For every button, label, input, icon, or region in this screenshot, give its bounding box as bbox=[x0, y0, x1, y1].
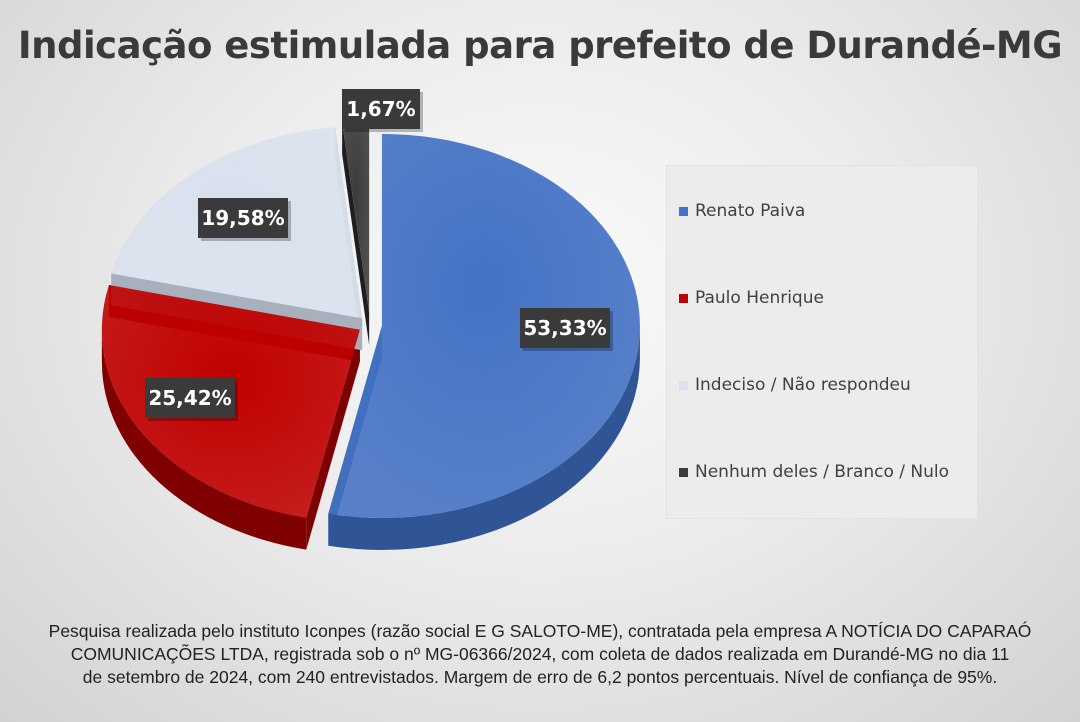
legend-label: Nenhum deles / Branco / Nulo bbox=[695, 462, 950, 482]
data-label-box bbox=[342, 89, 420, 129]
pie-slice-side bbox=[328, 325, 640, 550]
pie-slice-side bbox=[101, 329, 307, 550]
data-label: 25,42% bbox=[148, 386, 231, 410]
pie-slice-1 bbox=[328, 133, 640, 518]
survey-footnote: Pesquisa realizada pelo instituto Iconpe… bbox=[20, 620, 1060, 689]
pie-slice-cut-face bbox=[306, 329, 360, 550]
legend-label: Renato Paiva bbox=[695, 201, 806, 221]
chart-legend: Renato Paiva Paulo Henrique Indeciso / N… bbox=[666, 165, 978, 519]
legend-swatch-dark bbox=[679, 467, 688, 477]
legend-item-paulo-henrique: Paulo Henrique bbox=[679, 288, 824, 308]
data-label: 53,33% bbox=[523, 316, 606, 340]
data-label: 19,58% bbox=[201, 206, 284, 230]
legend-item-nenhum: Nenhum deles / Branco / Nulo bbox=[679, 462, 949, 482]
footnote-line: COMUNICAÇÕES LTDA, registrada sob o nº M… bbox=[70, 644, 1010, 664]
legend-item-renato-paiva: Renato Paiva bbox=[679, 201, 805, 221]
legend-swatch-light bbox=[679, 380, 688, 390]
legend-label: Paulo Henrique bbox=[695, 288, 824, 308]
data-label: 1,67% bbox=[346, 97, 415, 121]
legend-item-indeciso: Indeciso / Não respondeu bbox=[679, 375, 911, 395]
legend-swatch-red bbox=[679, 293, 688, 303]
pie-slice-4 bbox=[342, 121, 370, 314]
chart-title: Indicação estimulada para prefeito de Du… bbox=[17, 24, 1063, 67]
footnote-line: de setembro de 2024, com 240 entrevistad… bbox=[82, 667, 998, 687]
legend-label: Indeciso / Não respondeu bbox=[695, 375, 911, 395]
footnote-line: Pesquisa realizada pelo instituto Iconpe… bbox=[48, 621, 1032, 641]
data-label-box bbox=[198, 198, 288, 238]
data-label-box bbox=[520, 308, 610, 348]
pie-slice-cut-face bbox=[342, 122, 370, 346]
legend-swatch-blue bbox=[679, 206, 688, 216]
data-label-box bbox=[145, 378, 235, 418]
